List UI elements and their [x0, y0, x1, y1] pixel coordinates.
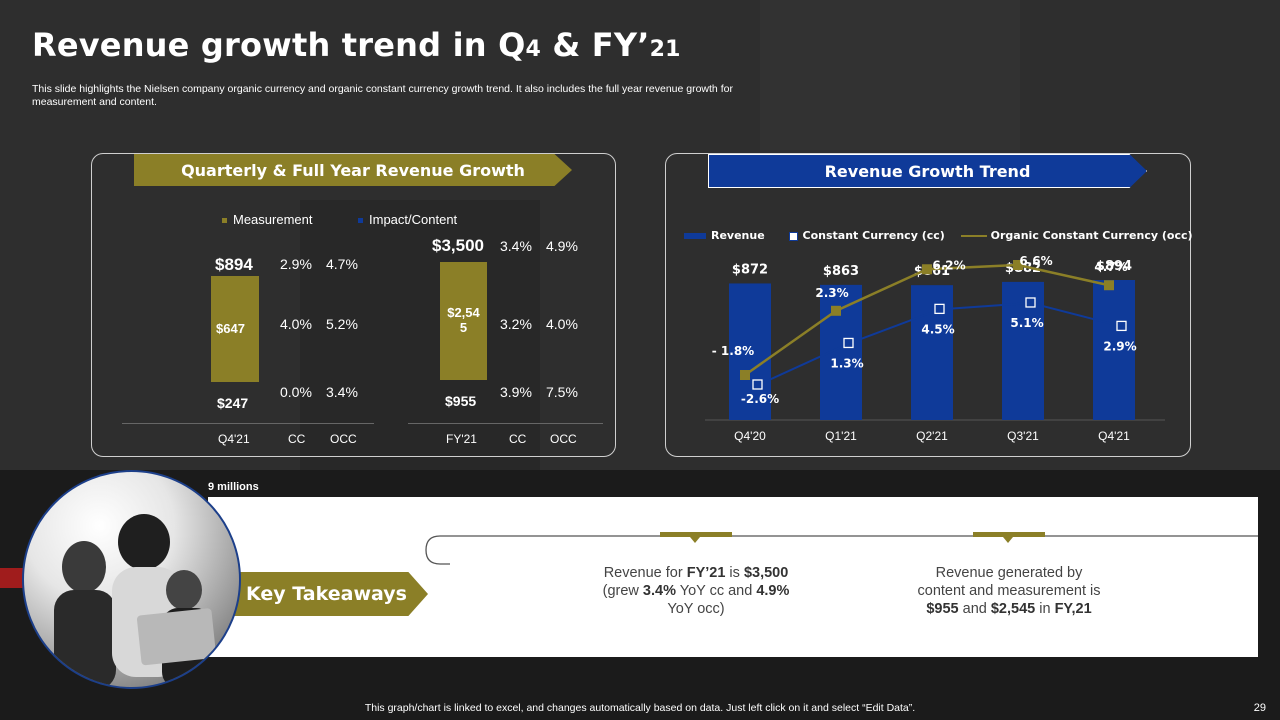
occ-label: 2.3%: [815, 286, 848, 300]
background-tile: [300, 200, 540, 470]
occ-point: [740, 370, 750, 380]
occ-point: [1013, 260, 1023, 270]
trend-legend: Revenue Constant Currency (cc) Organic C…: [684, 229, 1193, 242]
fy-x-label-occ: OCC: [550, 432, 577, 446]
x-tick-label: Q2'21: [916, 429, 948, 443]
occ-label: 6.6%: [1019, 254, 1052, 268]
cc-point: [934, 303, 945, 315]
quarterly-panel: [91, 153, 616, 457]
cc-point: [1025, 297, 1036, 308]
q4-x-label: Q4'21: [218, 432, 250, 446]
trend-header: Revenue Growth Trend: [708, 154, 1147, 188]
marker-1: [660, 532, 732, 537]
occ-label: 4.7%: [1094, 260, 1127, 274]
connector-line: [425, 535, 1258, 565]
x-tick-label: Q3'21: [1007, 429, 1039, 443]
occ-label: - 1.8%: [712, 344, 754, 358]
x-tick-label: Q1'21: [825, 429, 857, 443]
key-takeaways-label: Key Takeaways: [232, 572, 428, 616]
trend-panel: [665, 153, 1191, 457]
revenue-label: $863: [823, 264, 859, 279]
fy-row-2-cc: 3.2%: [500, 316, 532, 332]
slide-title: Revenue growth trend in Q4 & FY’21: [32, 26, 681, 64]
revenue-bar: [1093, 280, 1135, 420]
q4-measurement-label: $647: [216, 321, 245, 336]
quarterly-header: Quarterly & Full Year Revenue Growth: [134, 154, 572, 186]
revenue-bar: [911, 285, 953, 420]
q4-row-3-cc: 0.0%: [280, 384, 312, 400]
fy-row-2-occ: 4.0%: [546, 316, 578, 332]
team-photo: [22, 470, 241, 689]
revenue-bar: [820, 284, 862, 420]
q4-row-2-occ: 5.2%: [326, 316, 358, 332]
fy-x-label: FY'21: [446, 432, 477, 446]
q4-x-label-occ: OCC: [330, 432, 357, 446]
revenue-label: $894: [1096, 259, 1132, 274]
legend-revenue-swatch: [684, 233, 706, 239]
fy-row-3-cc: 3.9%: [500, 384, 532, 400]
legend-impact: Impact/Content: [358, 212, 457, 227]
legend-measurement: Measurement: [222, 212, 312, 227]
cc-label: 2.9%: [1103, 339, 1136, 353]
legend-occ: Organic Constant Currency (occ): [990, 229, 1193, 242]
marker-1-tip: [690, 537, 700, 543]
cc-label: 1.3%: [830, 356, 863, 370]
cc-point: [843, 337, 854, 349]
fy-total-label: $3,500: [432, 236, 484, 255]
q4-row-1-occ: 4.7%: [326, 256, 358, 272]
legend-cc: Constant Currency (cc): [802, 229, 945, 242]
legend-revenue: Revenue: [711, 229, 765, 242]
q4-row-3-occ: 3.4%: [326, 384, 358, 400]
occ-point: [922, 264, 932, 275]
fy-bar: [440, 262, 487, 380]
cc-point: [1116, 320, 1127, 332]
cc-line: [757, 301, 1123, 386]
q4-x-label-cc: CC: [288, 432, 306, 446]
slide-description: This slide highlights the Nielsen compan…: [32, 83, 733, 108]
x-tick-label: Q4'20: [734, 429, 766, 443]
revenue-bar: [729, 283, 771, 420]
fy-x-label-cc: CC: [509, 432, 527, 446]
takeaway-2: Revenue generated by content and measure…: [917, 565, 1101, 617]
q4-total-label: $894: [215, 255, 253, 274]
footer-note: This graph/chart is linked to excel, and…: [364, 702, 916, 714]
cc-label: -2.6%: [741, 392, 779, 406]
cc-label: 4.5%: [921, 322, 954, 336]
unit-note: 9 millions: [208, 481, 259, 493]
fy-row-1-occ: 4.9%: [546, 238, 578, 254]
q4-content-label: $247: [217, 395, 249, 411]
fy-row-3-occ: 7.5%: [546, 384, 578, 400]
q4-axis-line: [122, 423, 374, 424]
q4-row-2-cc: 4.0%: [280, 316, 312, 332]
background-tile: [0, 0, 1280, 470]
background-tile: [760, 0, 1020, 150]
page-number: 29: [1253, 702, 1266, 714]
fy-axis-line: [408, 423, 603, 424]
trend-chart: $872Q4'20$863Q1'21$861Q2'21$882Q3'21$894…: [705, 254, 1165, 443]
occ-label: 6.2%: [932, 258, 965, 272]
occ-point: [831, 305, 841, 316]
q4-row-1-cc: 2.9%: [280, 256, 312, 272]
marker-2: [973, 532, 1045, 537]
fy-row-1-cc: 3.4%: [500, 238, 532, 254]
x-tick-label: Q4'21: [1098, 429, 1130, 443]
cc-point: [752, 379, 763, 390]
legend-cc-swatch: [788, 231, 798, 241]
revenue-label: $872: [732, 262, 768, 277]
marker-2-tip: [1003, 537, 1013, 543]
occ-point: [1104, 280, 1114, 291]
takeaway-1: Revenue for FY’21 is $3,500 (grew 3.4% Y…: [602, 565, 790, 617]
fy-content-label: $955: [445, 393, 477, 409]
people-illustration: [54, 514, 216, 687]
legend-occ-swatch: [960, 235, 987, 237]
q4-bar: [211, 276, 259, 382]
cc-label: 5.1%: [1010, 316, 1043, 330]
fy-measurement-label: $2,54 5: [447, 305, 480, 335]
